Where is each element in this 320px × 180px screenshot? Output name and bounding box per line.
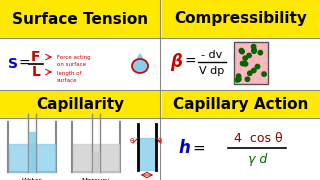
Bar: [73, 144, 119, 172]
Bar: [162, 38, 320, 90]
Text: length of: length of: [57, 71, 82, 75]
Text: - dv: - dv: [201, 50, 223, 60]
Text: Compressibility: Compressibility: [175, 12, 308, 26]
Text: on surface: on surface: [57, 62, 86, 68]
Circle shape: [245, 77, 250, 81]
Text: h: h: [178, 139, 190, 157]
Circle shape: [247, 53, 251, 58]
Text: Capillary Action: Capillary Action: [173, 96, 309, 111]
Circle shape: [240, 61, 245, 66]
Bar: [0, 0, 160, 38]
Text: L: L: [32, 65, 40, 79]
Circle shape: [258, 50, 262, 55]
Circle shape: [252, 49, 256, 53]
Text: Water: Water: [22, 178, 42, 180]
Circle shape: [248, 71, 252, 75]
Circle shape: [243, 56, 247, 60]
Bar: [29, 132, 35, 172]
Circle shape: [243, 62, 248, 66]
Circle shape: [252, 48, 256, 52]
Text: surface: surface: [57, 78, 77, 82]
Text: θ: θ: [130, 138, 134, 144]
Text: θ: θ: [158, 138, 162, 144]
Text: Surface Tension: Surface Tension: [12, 12, 148, 26]
Bar: [0, 38, 160, 90]
Bar: [9, 144, 55, 172]
Circle shape: [236, 77, 241, 81]
Bar: [234, 42, 268, 84]
Bar: [0, 118, 160, 180]
Bar: [139, 138, 155, 170]
Text: β: β: [170, 53, 182, 71]
Ellipse shape: [132, 59, 148, 73]
Circle shape: [255, 64, 260, 69]
Text: F: F: [31, 50, 41, 64]
Circle shape: [236, 78, 240, 82]
Circle shape: [252, 44, 256, 49]
Bar: [0, 90, 160, 118]
Text: S: S: [8, 57, 18, 71]
Circle shape: [239, 48, 244, 53]
Text: =: =: [184, 55, 196, 69]
Circle shape: [262, 72, 266, 76]
Text: Force acting: Force acting: [57, 55, 91, 60]
Text: Mercury: Mercury: [82, 178, 110, 180]
Text: γ d: γ d: [248, 152, 268, 165]
Bar: [93, 152, 99, 172]
Circle shape: [240, 49, 244, 54]
Text: Capillarity: Capillarity: [36, 96, 124, 111]
Text: =: =: [192, 141, 205, 156]
Text: V dp: V dp: [199, 66, 225, 76]
Circle shape: [252, 68, 256, 73]
Text: 4  cos θ: 4 cos θ: [234, 132, 282, 145]
Polygon shape: [134, 54, 146, 64]
Circle shape: [236, 74, 241, 78]
Bar: [162, 118, 320, 180]
Text: =: =: [18, 57, 30, 71]
Bar: [162, 90, 320, 118]
Bar: [162, 0, 320, 38]
